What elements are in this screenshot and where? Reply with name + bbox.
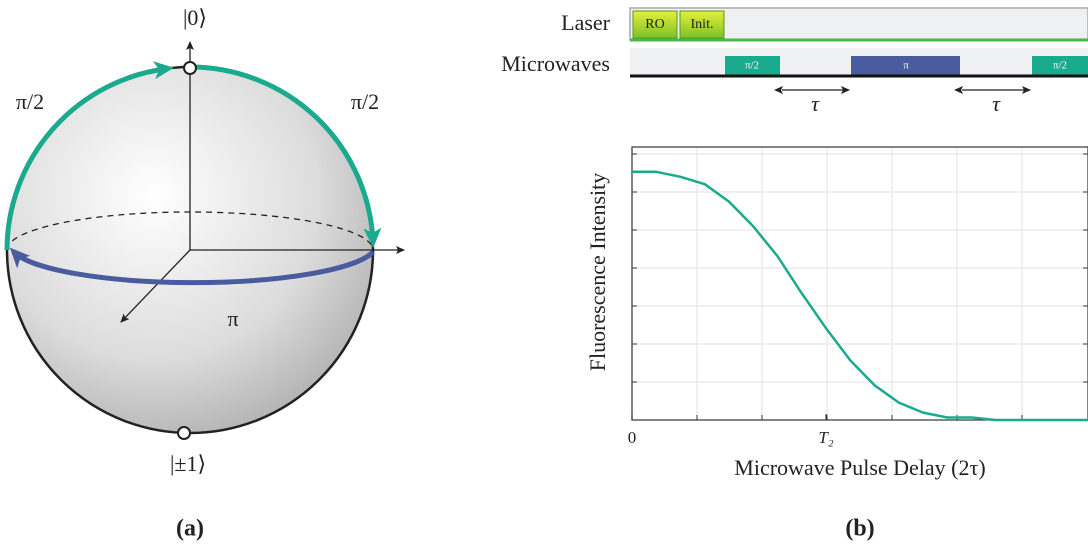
panel-caption: (a): [176, 516, 204, 542]
row-label: Laser: [561, 10, 611, 35]
y-axis-label: Fluorescence Intensity: [585, 173, 610, 372]
decay-curve: [632, 172, 1088, 420]
x-axis-label: Microwave Pulse Delay (2τ): [734, 455, 985, 480]
ket-label: |±1⟩: [170, 451, 206, 476]
figure: |0⟩ |±1⟩ π/2 π/2 π (a) Laser Microwaves …: [0, 0, 1088, 552]
pulse-label: π: [903, 60, 909, 72]
angle-label: π: [227, 306, 238, 331]
pulse-sequence: Laser Microwaves RO Init. π/2 π π/2 τ τ: [501, 8, 1088, 116]
state-0-point: [184, 62, 196, 74]
delay-label: τ: [992, 91, 1001, 116]
state-pm1-point: [178, 427, 190, 439]
plot-frame: [632, 147, 1088, 420]
x-tick-label: 0: [628, 428, 637, 447]
page: {"panel_a": {"ket_top": "|0⟩", "ket_bott…: [0, 0, 1088, 552]
x-tick-label: T₂: [818, 428, 833, 447]
ket-label: |0⟩: [183, 5, 207, 30]
pulse-label: π/2: [1053, 60, 1067, 72]
pulse-label: π/2: [745, 60, 759, 72]
delay-label: τ: [811, 91, 820, 116]
row-label: Microwaves: [501, 51, 610, 76]
angle-label: π/2: [16, 89, 44, 114]
decay-plot: Fluorescence Intensity Microwave Pulse D…: [585, 147, 1088, 480]
panel-caption: (b): [845, 516, 874, 542]
laser-box-label: RO: [645, 17, 664, 32]
bloch-sphere: |0⟩ |±1⟩ π/2 π/2 π (a): [7, 5, 404, 541]
laser-box-label: Init.: [691, 17, 714, 32]
angle-label: π/2: [351, 89, 379, 114]
